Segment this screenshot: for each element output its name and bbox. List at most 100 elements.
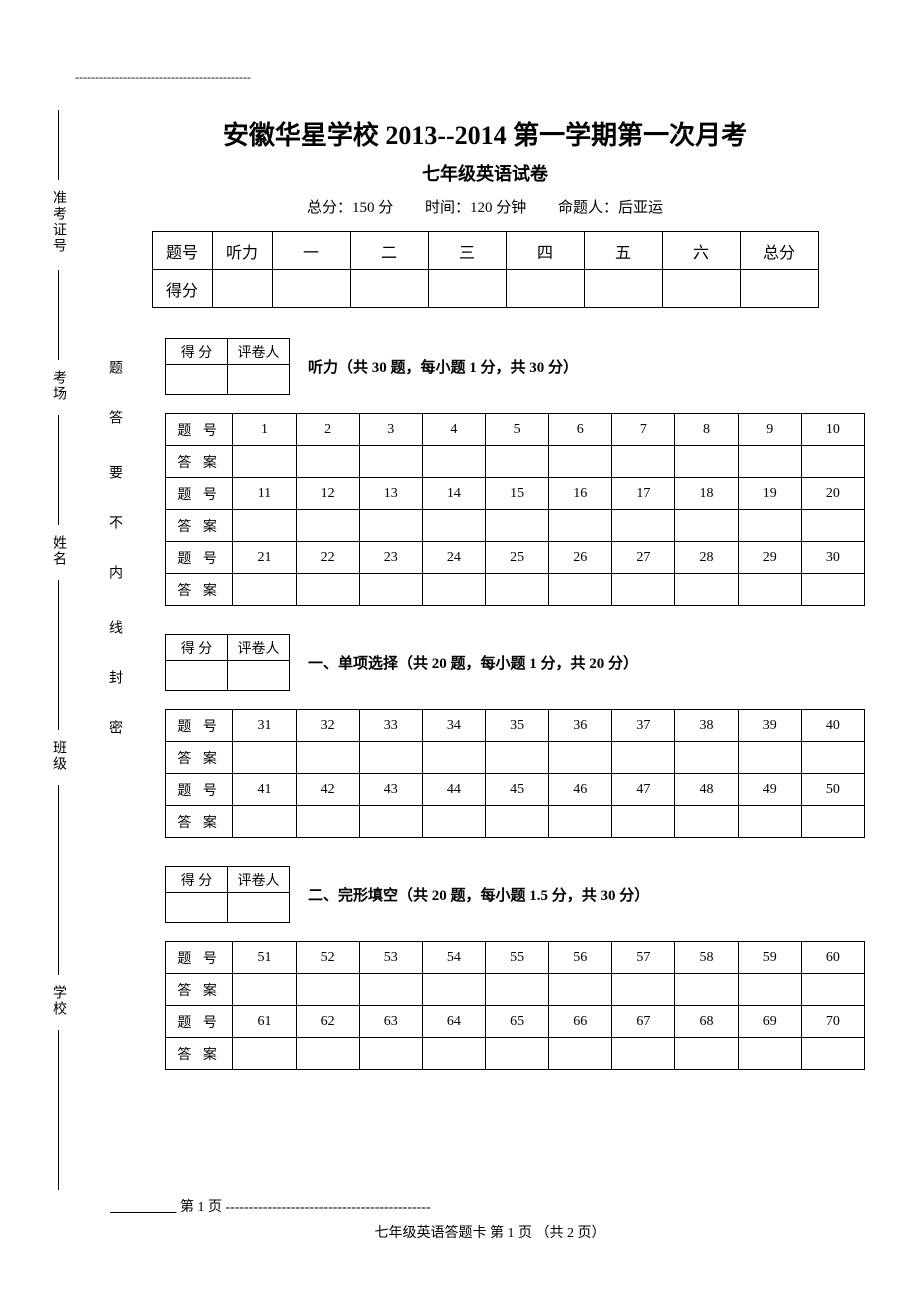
answer-cell[interactable] [675, 974, 738, 1006]
reviewer-cell[interactable] [228, 893, 290, 923]
score-cell[interactable] [166, 893, 228, 923]
answer-cell[interactable] [675, 742, 738, 774]
answer-cell[interactable] [801, 742, 864, 774]
answer-cell[interactable] [422, 806, 485, 838]
answer-cell[interactable] [233, 446, 296, 478]
score-cell[interactable] [212, 270, 272, 308]
question-number-cell: 28 [675, 542, 738, 574]
score-cell[interactable] [740, 270, 818, 308]
answer-cell[interactable] [801, 806, 864, 838]
answer-cell[interactable] [296, 1038, 359, 1070]
answer-cell[interactable] [738, 574, 801, 606]
answer-cell[interactable] [422, 510, 485, 542]
answer-cell[interactable] [738, 742, 801, 774]
answer-cell[interactable] [422, 742, 485, 774]
answer-cell[interactable] [612, 806, 675, 838]
answer-cell[interactable] [675, 574, 738, 606]
answer-cell[interactable] [549, 742, 612, 774]
answer-cell[interactable] [296, 806, 359, 838]
answer-cell[interactable] [549, 446, 612, 478]
answer-cell[interactable] [485, 974, 548, 1006]
answer-cell[interactable] [738, 806, 801, 838]
answer-cell[interactable] [233, 974, 296, 1006]
answer-cell[interactable] [233, 806, 296, 838]
answer-cell[interactable] [359, 574, 422, 606]
answer-cell[interactable] [801, 974, 864, 1006]
score-cell[interactable] [272, 270, 350, 308]
question-number-cell: 39 [738, 710, 801, 742]
question-number-cell: 6 [549, 414, 612, 446]
answer-cell[interactable] [359, 742, 422, 774]
score-cell[interactable] [166, 661, 228, 691]
answer-cell[interactable] [612, 510, 675, 542]
answer-cell[interactable] [359, 806, 422, 838]
answer-cell[interactable] [612, 574, 675, 606]
answer-cell[interactable] [549, 574, 612, 606]
question-number-cell: 50 [801, 774, 864, 806]
answer-cell[interactable] [485, 574, 548, 606]
answer-cell[interactable] [296, 446, 359, 478]
answer-cell[interactable] [485, 742, 548, 774]
question-number-cell: 62 [296, 1006, 359, 1038]
reviewer-label: 评卷人 [228, 635, 290, 661]
answer-cell[interactable] [296, 742, 359, 774]
answer-cell[interactable] [801, 510, 864, 542]
answer-cell[interactable] [233, 574, 296, 606]
reviewer-cell[interactable] [228, 365, 290, 395]
question-number-cell: 43 [359, 774, 422, 806]
answer-cell[interactable] [485, 510, 548, 542]
answer-cell[interactable] [233, 1038, 296, 1070]
answer-cell[interactable] [422, 1038, 485, 1070]
answer-cell[interactable] [675, 446, 738, 478]
answer-cell[interactable] [422, 974, 485, 1006]
score-cell[interactable] [662, 270, 740, 308]
answer-cell[interactable] [612, 974, 675, 1006]
answer-cell[interactable] [612, 446, 675, 478]
score-cell[interactable] [506, 270, 584, 308]
exam-subtitle: 七年级英语试卷 [75, 160, 895, 186]
answer-cell[interactable] [675, 1038, 738, 1070]
answer-cell[interactable] [422, 574, 485, 606]
answer-cell[interactable] [801, 446, 864, 478]
answer-cell[interactable] [549, 974, 612, 1006]
main-score-header: 二 [350, 232, 428, 270]
answer-cell[interactable] [296, 510, 359, 542]
answer-row-label: 答 案 [166, 446, 233, 478]
answer-cell[interactable] [675, 510, 738, 542]
answer-cell[interactable] [296, 574, 359, 606]
answer-cell[interactable] [485, 1038, 548, 1070]
score-cell[interactable] [166, 365, 228, 395]
answer-cell[interactable] [612, 742, 675, 774]
section-header: 得 分评卷人二、完形填空（共 20 题，每小题 1.5 分，共 30 分） [165, 866, 865, 923]
answer-cell[interactable] [801, 574, 864, 606]
answer-cell[interactable] [738, 510, 801, 542]
answer-cell[interactable] [738, 446, 801, 478]
answer-cell[interactable] [801, 1038, 864, 1070]
answer-cell[interactable] [359, 1038, 422, 1070]
score-label: 得 分 [166, 867, 228, 893]
question-number-cell: 60 [801, 942, 864, 974]
question-number-cell: 32 [296, 710, 359, 742]
answer-cell[interactable] [296, 974, 359, 1006]
binding-label-school: 学校 [48, 985, 68, 1017]
answer-cell[interactable] [422, 446, 485, 478]
answer-cell[interactable] [233, 742, 296, 774]
answer-cell[interactable] [612, 1038, 675, 1070]
answer-cell[interactable] [738, 974, 801, 1006]
answer-cell[interactable] [738, 1038, 801, 1070]
score-cell[interactable] [428, 270, 506, 308]
answer-cell[interactable] [359, 510, 422, 542]
answer-cell[interactable] [675, 806, 738, 838]
answer-cell[interactable] [359, 974, 422, 1006]
answer-cell[interactable] [549, 806, 612, 838]
reviewer-cell[interactable] [228, 661, 290, 691]
answer-cell[interactable] [359, 446, 422, 478]
answer-cell[interactable] [233, 510, 296, 542]
score-cell[interactable] [584, 270, 662, 308]
answer-cell[interactable] [549, 510, 612, 542]
score-cell[interactable] [350, 270, 428, 308]
answer-cell[interactable] [549, 1038, 612, 1070]
answer-cell[interactable] [485, 446, 548, 478]
question-row-label: 题 号 [166, 414, 233, 446]
answer-cell[interactable] [485, 806, 548, 838]
